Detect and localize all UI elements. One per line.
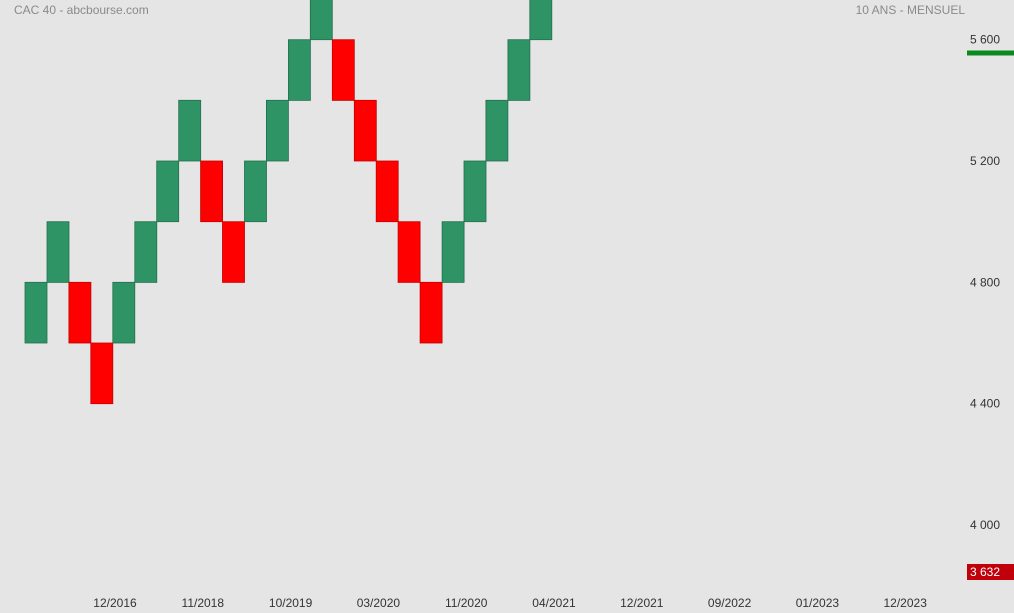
low-value-tag (967, 564, 1014, 580)
brick-down (397, 221, 421, 283)
y-tick-label: 4 800 (970, 275, 1000, 289)
brick-up (112, 281, 136, 344)
x-tick-label: 11/2020 (445, 596, 488, 610)
brick-down (90, 342, 114, 405)
brick-up (287, 39, 311, 101)
chart-title: CAC 40 - abcbourse.com (14, 3, 149, 17)
brick-up (463, 160, 487, 223)
brick-up (441, 221, 465, 283)
x-tick-label: 04/2021 (532, 596, 576, 610)
brick-up (265, 99, 289, 162)
top-value-bar (967, 50, 1014, 56)
brick-down (222, 221, 245, 283)
low-value-label: 3 632 (970, 565, 1000, 579)
brick-up (134, 221, 158, 283)
x-tick-label: 10/2019 (269, 596, 313, 610)
chart-period: 10 ANS - MENSUEL (855, 3, 965, 17)
brick-up (309, 0, 333, 41)
y-tick-label: 5 200 (970, 154, 1000, 168)
brick-up (46, 221, 70, 283)
brick-up (178, 99, 202, 162)
price-tags: 8 0007 9273 632 (967, 50, 1014, 580)
x-tick-label: 11/2018 (182, 596, 225, 610)
brick-up (156, 160, 180, 223)
brick-down (200, 160, 224, 223)
brick-down (375, 160, 399, 223)
brick-up (507, 39, 531, 101)
x-axis: 12/2016 11/2018 10/2019 03/2020 11/2020 04/20… (93, 596, 927, 610)
x-tick-label: 09/2022 (708, 596, 752, 610)
x-tick-label: 12/2021 (620, 596, 664, 610)
brick-up (24, 281, 48, 344)
y-tick-label: 5 600 (970, 33, 1000, 47)
brick-up (244, 160, 267, 223)
brick-down (68, 281, 92, 344)
bricks-layer (24, 0, 553, 405)
brick-down (419, 281, 443, 344)
brick-down (331, 39, 355, 101)
x-tick-label: 12/2023 (884, 596, 928, 610)
y-tick-label: 4 000 (970, 518, 1000, 532)
brick-down (353, 99, 377, 162)
x-tick-label: 12/2016 (93, 596, 137, 610)
x-tick-label: 01/2023 (796, 596, 840, 610)
y-tick-label: 4 400 (970, 397, 1000, 411)
brick-up (529, 0, 553, 41)
brick-up (485, 99, 509, 162)
x-tick-label: 03/2020 (357, 596, 401, 610)
